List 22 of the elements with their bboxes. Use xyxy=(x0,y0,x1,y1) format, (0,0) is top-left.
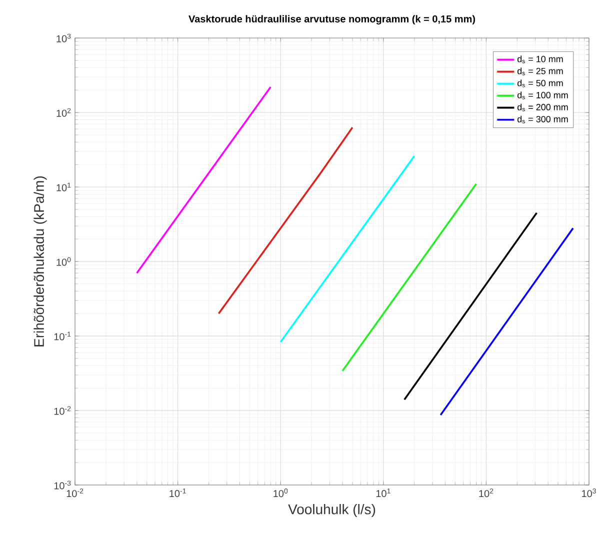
legend-label: d$_{s}$ = 50 mm xyxy=(517,80,563,88)
y-tick-label: 10$^{1}$ xyxy=(56,182,71,192)
x-tick-label: 10$^{2}$ xyxy=(479,488,494,498)
y-axis-title: Erihõõrderõhukadu (kPa/m) xyxy=(34,176,47,346)
chart-title: Vasktorude hüdraulilise arvutuse nomogramm (k = 0,15 mm) xyxy=(188,15,476,24)
x-tick-label: 10$^{-2}$ xyxy=(66,488,84,498)
x-tick-label: 10$^{0}$ xyxy=(274,488,288,498)
y-tick-label: 10$^{-2}$ xyxy=(54,406,71,415)
x-axis-title: Vooluhulk (l/s) xyxy=(288,504,376,518)
legend-label: d$_{s}$ = 25 mm xyxy=(517,68,563,76)
x-tick-label: 10$^{-1}$ xyxy=(170,488,186,498)
y-tick-label: 10$^{2}$ xyxy=(56,108,71,117)
legend-label: d$_{s}$ = 100 mm xyxy=(517,92,568,100)
y-tick-label: 10$^{-3}$ xyxy=(54,480,71,490)
x-tick-label: 10$^{1}$ xyxy=(376,488,390,498)
y-tick-label: 10$^{-1}$ xyxy=(54,332,71,340)
x-tick-label: 10$^{3}$ xyxy=(582,488,596,498)
y-tick-label: 10$^{0}$ xyxy=(56,257,71,266)
legend-label: d$_{s}$ = 300 mm xyxy=(517,116,568,124)
legend-label: d$_{s}$ = 200 mm xyxy=(517,104,568,112)
y-tick-label: 10$^{3}$ xyxy=(56,34,71,42)
legend-label: d$_{s}$ = 10 mm xyxy=(517,56,563,64)
